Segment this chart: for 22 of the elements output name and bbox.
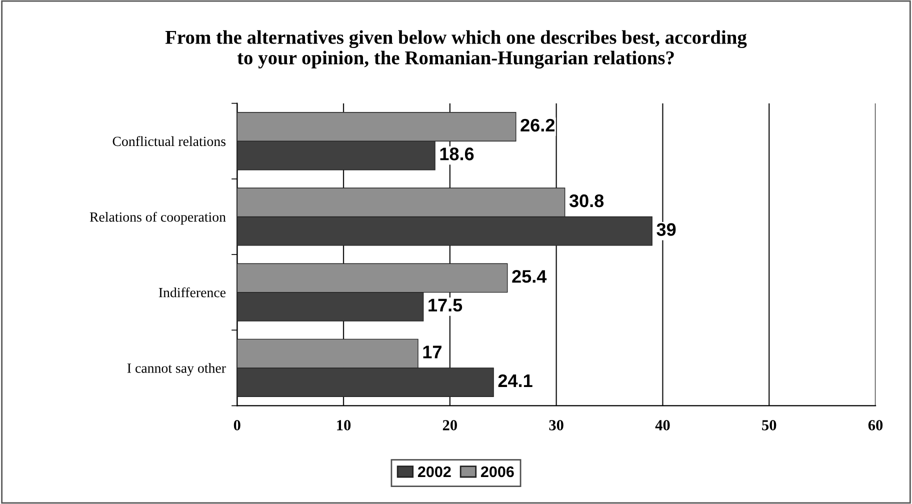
data-label: 26.2 bbox=[520, 118, 554, 132]
x-tick-label: 10 bbox=[337, 420, 351, 430]
data-label: 30.8 bbox=[569, 194, 604, 208]
y-tick-label: Relations of cooperation bbox=[90, 212, 226, 225]
x-tick-label: 60 bbox=[868, 420, 883, 430]
x-tick-label: 50 bbox=[762, 420, 776, 430]
data-label: 39 bbox=[656, 223, 676, 236]
data-label: 18.6 bbox=[440, 148, 474, 160]
x-tick-label: 20 bbox=[442, 420, 457, 430]
data-label: 17 bbox=[423, 346, 442, 358]
x-tick-label: 0 bbox=[234, 420, 240, 430]
y-tick-label: Indifference bbox=[158, 287, 226, 298]
legend-label: 2002 bbox=[418, 466, 451, 478]
y-tick-label: I cannot say other bbox=[127, 363, 226, 376]
legend-label: 2006 bbox=[480, 466, 514, 478]
x-tick-label: 30 bbox=[549, 420, 564, 430]
data-label: 17.5 bbox=[428, 298, 462, 312]
y-tick-label: Conflictual relations bbox=[112, 136, 226, 146]
data-label: 25.4 bbox=[512, 270, 547, 283]
data-label: 24.1 bbox=[498, 374, 532, 387]
chart-title: From the alternatives given below which one describes best, according to your opinion, the Romanian-Hungarian relations? bbox=[165, 30, 747, 69]
x-tick-label: 40 bbox=[655, 420, 670, 430]
